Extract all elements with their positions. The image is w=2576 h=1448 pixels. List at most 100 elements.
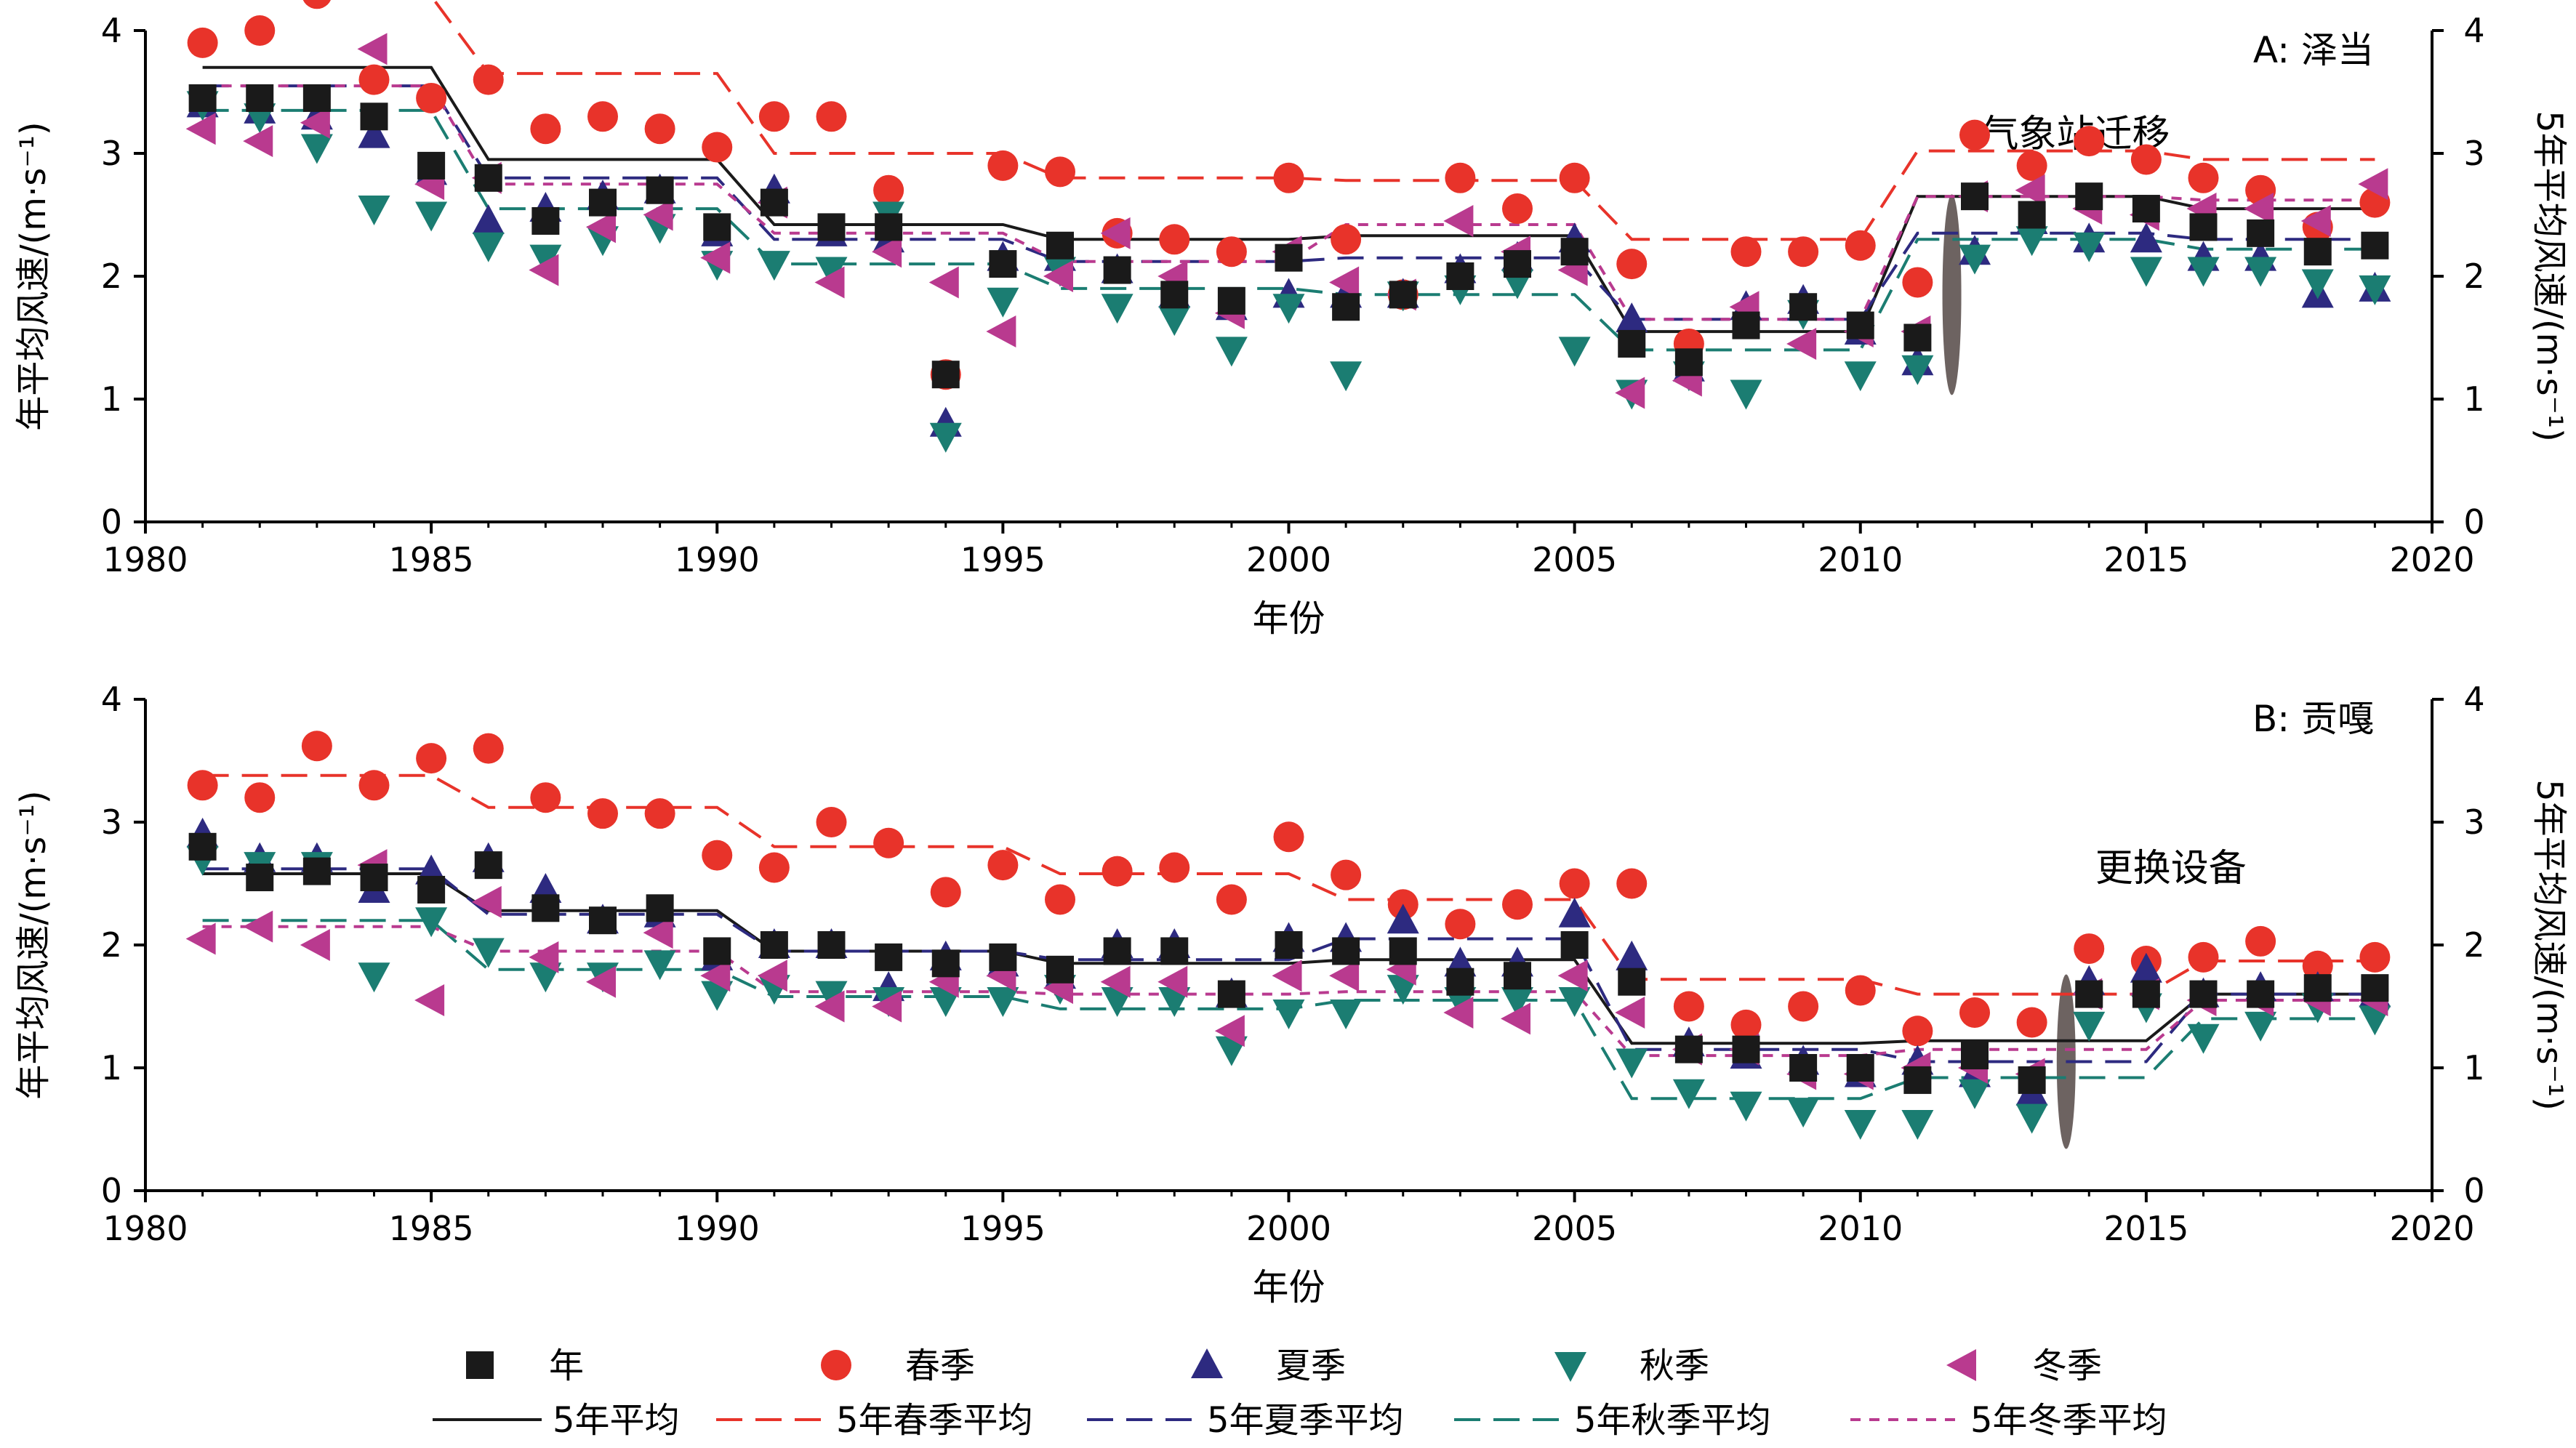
point-annual — [2018, 1066, 2046, 1094]
legend-label: 秋季 — [1640, 1346, 1709, 1386]
point-winter — [1100, 965, 1131, 998]
point-autumn — [1158, 306, 1191, 337]
point-spring — [187, 770, 218, 801]
point-annual — [646, 176, 674, 204]
legend-marker-summer — [1191, 1348, 1223, 1378]
x-tick-label: 2005 — [1532, 1209, 1617, 1248]
point-annual — [1732, 1035, 1760, 1063]
point-autumn — [415, 907, 448, 938]
point-annual — [2303, 974, 2332, 1002]
point-annual — [1674, 1035, 1703, 1063]
point-winter — [1157, 965, 1188, 998]
point-annual — [703, 937, 731, 965]
x-tick-label: 2000 — [1246, 540, 1331, 579]
point-spring — [1445, 909, 1476, 940]
legend-label: 年 — [549, 1346, 584, 1386]
point-spring — [587, 101, 618, 132]
point-annual — [188, 84, 217, 112]
point-winter — [185, 922, 216, 955]
legend-line-label: 5年春季平均 — [836, 1400, 1033, 1441]
point-spring — [758, 852, 790, 883]
point-spring — [2302, 950, 2333, 981]
point-annual — [1618, 329, 1646, 358]
point-annual — [931, 949, 960, 978]
point-autumn — [1272, 294, 1305, 324]
point-annual — [760, 931, 788, 959]
point-winter — [300, 929, 330, 961]
point-winter — [357, 33, 388, 65]
annotation-ellipse — [1942, 194, 1962, 395]
point-spring — [1216, 884, 1247, 915]
point-winter — [814, 266, 845, 299]
point-annual — [931, 361, 960, 389]
point-annual — [989, 943, 1017, 971]
y-right-tick-label: 1 — [2463, 379, 2484, 419]
point-spring — [873, 827, 904, 858]
point-winter — [643, 198, 673, 231]
legend-line-label: 5年平均 — [553, 1400, 680, 1441]
point-winter — [1615, 996, 1645, 1029]
point-spring — [1045, 884, 1075, 915]
y-tick-label: 4 — [101, 680, 122, 719]
point-spring — [1788, 236, 1819, 268]
point-annual — [1160, 281, 1189, 309]
point-spring — [1159, 224, 1190, 255]
point-autumn — [1101, 294, 1133, 324]
point-annual — [474, 851, 502, 880]
y-right-tick-label: 0 — [2463, 1171, 2484, 1210]
x-tick-label: 1995 — [960, 1209, 1046, 1248]
point-winter — [1329, 960, 1360, 992]
y-tick-label: 3 — [101, 134, 122, 173]
point-autumn — [2073, 232, 2106, 262]
point-autumn — [529, 244, 562, 275]
annotation-text: 更换设备 — [2095, 847, 2247, 890]
point-winter — [1214, 1015, 1245, 1047]
point-spring — [644, 798, 675, 829]
point-autumn — [1844, 1110, 1877, 1141]
point-winter — [986, 315, 1016, 348]
point-summer — [1558, 897, 1591, 928]
point-summer — [1616, 940, 1648, 970]
x-tick-label: 2010 — [1818, 1209, 1903, 1248]
point-annual — [1504, 962, 1531, 990]
point-annual — [360, 102, 388, 131]
point-annual — [1046, 955, 1074, 984]
x-axis-label: 年份 — [1253, 598, 1325, 640]
legend-marker-winter — [1946, 1349, 1976, 1381]
point-annual — [531, 894, 560, 922]
point-annual — [1961, 1042, 1989, 1070]
point-summer — [358, 118, 390, 148]
point-autumn — [1616, 1048, 1648, 1079]
point-winter — [414, 984, 445, 1017]
point-spring — [1730, 1009, 1762, 1040]
point-annual — [474, 164, 502, 192]
y-right-tick-label: 2 — [2463, 925, 2484, 965]
panel-gongga: 1980 1985 1990 1995 2000 2005 2010 2015 20200123… — [13, 680, 2569, 1308]
point-spring — [2074, 126, 2105, 157]
point-annual — [1846, 1054, 1874, 1082]
point-annual — [1560, 931, 1589, 959]
point-winter — [586, 211, 616, 244]
point-spring — [530, 113, 561, 145]
point-winter — [643, 917, 673, 949]
y-right-tick-label: 4 — [2463, 680, 2484, 719]
point-annual — [1846, 311, 1874, 339]
x-tick-label: 2020 — [2389, 540, 2474, 579]
point-autumn — [2015, 1103, 2048, 1134]
point-winter — [700, 241, 731, 274]
legend-marker-spring — [821, 1350, 851, 1380]
point-winter — [2244, 193, 2274, 225]
point-winter — [471, 885, 502, 918]
point-annual — [1275, 931, 1303, 959]
point-annual — [2075, 980, 2103, 1008]
point-annual — [1332, 937, 1360, 965]
point-winter — [872, 990, 902, 1023]
point-annual — [1732, 311, 1760, 339]
legend-marker-annual — [466, 1351, 494, 1379]
point-autumn — [1501, 987, 1533, 1018]
point-spring — [416, 743, 447, 774]
point-spring — [1902, 1015, 1933, 1047]
point-spring — [416, 82, 447, 113]
point-annual — [2247, 219, 2275, 247]
